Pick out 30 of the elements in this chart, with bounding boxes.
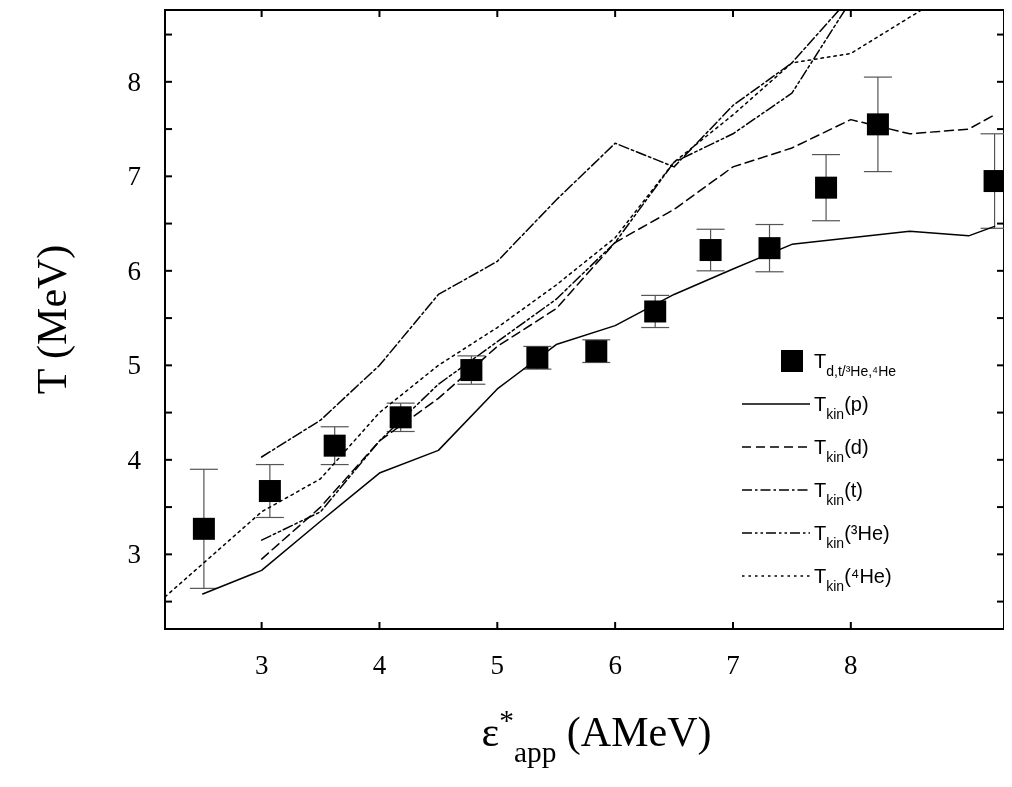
legend-label: T$_{kin}$(³He) — [814, 522, 890, 551]
point — [699, 239, 722, 262]
legend-label: T$_{kin}$(⁴He) — [814, 565, 892, 594]
point — [758, 237, 781, 260]
x-tick-label: 8 — [844, 650, 858, 680]
y-tick-label: 8 — [127, 66, 141, 97]
point — [258, 480, 281, 503]
point — [192, 517, 215, 540]
y-tick-label: 6 — [127, 255, 141, 286]
legend-label: T$_{d,t/³He,⁴He}$ — [814, 350, 897, 379]
point — [323, 434, 346, 457]
x-tick-label: 3 — [254, 650, 269, 680]
x-tick-label: 5 — [490, 650, 505, 680]
y-tick-label: 3 — [127, 539, 141, 570]
y-axis-title: T (MeV) — [29, 244, 76, 395]
point — [815, 176, 838, 199]
line-series — [201, 225, 996, 595]
x-tick-label: 4 — [372, 650, 387, 680]
legend-label: T$_{kin}$(d) — [814, 436, 869, 465]
x-tick-label: 7 — [726, 650, 740, 680]
y-tick-label: 5 — [127, 350, 141, 381]
y-tick-label: 4 — [127, 444, 142, 475]
point — [983, 170, 1004, 193]
point — [866, 113, 889, 136]
x-axis-title: ε$^{*}$$_{app}$ (AMeV) — [481, 704, 712, 768]
y-tick-label: 7 — [127, 161, 141, 192]
legend-label: T$_{kin}$(p) — [814, 393, 869, 422]
legend-label: T$_{kin}$(t) — [814, 479, 864, 508]
x-tick-label: 6 — [608, 650, 622, 680]
point — [644, 300, 667, 323]
